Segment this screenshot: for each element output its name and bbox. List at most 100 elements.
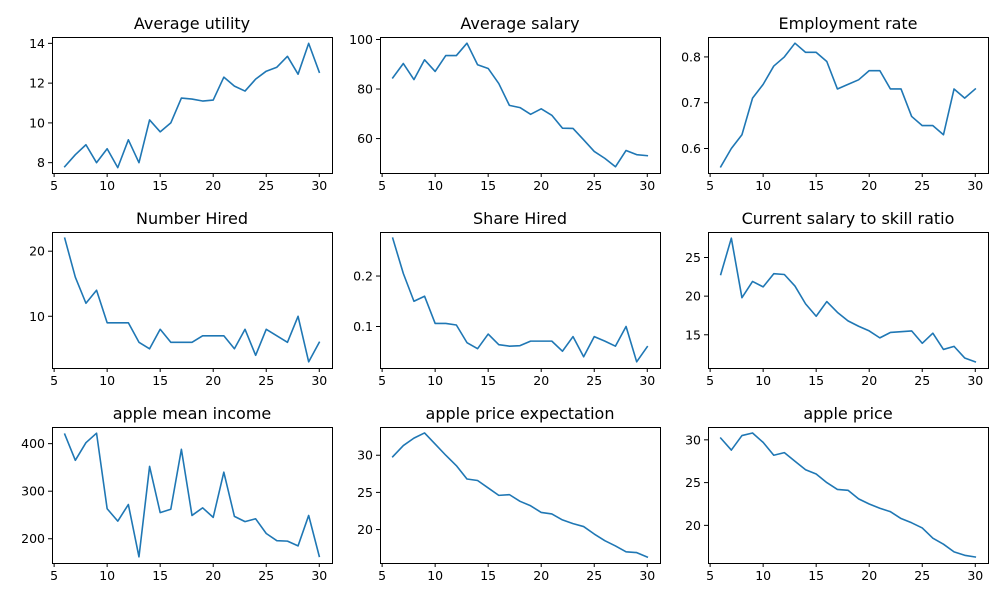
x-tick-label: 10 <box>99 178 115 193</box>
series-line <box>391 237 649 363</box>
y-tick-label: 0.7 <box>681 95 701 110</box>
x-tick-label: 25 <box>586 178 602 193</box>
subplot-title: Number Hired <box>136 209 248 228</box>
y-tick-label: 300 <box>21 484 45 499</box>
subplot-2: Average salary 5 10 15 20 25 30 60 80 100 <box>349 14 661 193</box>
x-tick-label: 5 <box>50 373 58 388</box>
axes-frame <box>708 232 989 369</box>
x-tick-label: 25 <box>258 373 274 388</box>
x-tick-label: 20 <box>205 178 221 193</box>
x-tick-label: 25 <box>914 568 930 583</box>
y-tick-label: 20 <box>685 289 701 304</box>
x-tick-label: 15 <box>808 373 824 388</box>
subplot-title: apple price expectation <box>426 404 615 423</box>
x-tick-label: 10 <box>755 568 771 583</box>
axes-frame <box>52 37 333 174</box>
y-tick-label: 25 <box>685 250 701 265</box>
x-tick-label: 10 <box>427 373 443 388</box>
subplot-1: Average utility 5 10 15 20 25 30 8 10 12 14 <box>29 14 333 193</box>
subplot-8: apple price expectation 5 10 15 20 25 30 20 25 30 <box>357 404 661 583</box>
y-tick-label: 15 <box>685 327 701 342</box>
y-tick-label: 0.6 <box>681 141 701 156</box>
x-tick-label: 30 <box>967 568 983 583</box>
series-line <box>719 432 977 558</box>
x-tick-label: 25 <box>914 373 930 388</box>
x-tick-label: 20 <box>205 373 221 388</box>
axes-frame <box>380 37 661 174</box>
x-tick-label: 15 <box>480 568 496 583</box>
subplot-4: Number Hired 5 10 15 20 25 30 10 20 <box>29 209 333 388</box>
x-tick-label: 25 <box>586 568 602 583</box>
subplot-9: apple price 5 10 15 20 25 30 20 25 30 <box>685 404 989 583</box>
y-tick-label: 25 <box>357 485 373 500</box>
y-tick-label: 20 <box>357 522 373 537</box>
x-tick-label: 20 <box>861 178 877 193</box>
x-tick-label: 10 <box>427 178 443 193</box>
y-tick-label: 0.8 <box>681 49 701 64</box>
series-line <box>391 42 649 168</box>
y-tick-label: 0.2 <box>353 269 373 284</box>
series-line <box>391 432 649 559</box>
x-tick-label: 5 <box>378 373 386 388</box>
x-tick-label: 25 <box>586 373 602 388</box>
x-tick-label: 30 <box>967 178 983 193</box>
axes-frame <box>708 427 989 564</box>
x-tick-label: 15 <box>808 568 824 583</box>
x-tick-label: 20 <box>533 568 549 583</box>
y-tick-label: 30 <box>685 432 701 447</box>
x-tick-label: 10 <box>427 568 443 583</box>
subplot-6: Current salary to skill ratio 5 10 15 20 25 30… <box>685 209 989 388</box>
x-tick-label: 15 <box>152 568 168 583</box>
x-tick-label: 5 <box>706 178 714 193</box>
x-tick-label: 15 <box>152 178 168 193</box>
x-tick-label: 30 <box>639 568 655 583</box>
x-tick-label: 25 <box>258 178 274 193</box>
x-tick-label: 25 <box>258 568 274 583</box>
axes-frame <box>52 232 333 369</box>
y-tick-label: 20 <box>29 244 45 259</box>
y-tick-label: 60 <box>357 131 373 146</box>
subplot-title: apple mean income <box>113 404 272 423</box>
axes-frame <box>52 427 333 564</box>
x-tick-label: 5 <box>378 178 386 193</box>
y-tick-label: 8 <box>37 155 45 170</box>
x-tick-label: 20 <box>861 568 877 583</box>
y-tick-label: 0.1 <box>353 319 373 334</box>
y-tick-label: 30 <box>357 448 373 463</box>
axes-frame <box>380 232 661 369</box>
x-tick-label: 30 <box>311 568 327 583</box>
x-tick-label: 15 <box>808 178 824 193</box>
x-tick-label: 20 <box>861 373 877 388</box>
x-tick-label: 30 <box>639 178 655 193</box>
x-tick-label: 20 <box>205 568 221 583</box>
y-tick-label: 20 <box>685 518 701 533</box>
y-tick-label: 400 <box>21 436 45 451</box>
x-tick-label: 15 <box>152 373 168 388</box>
x-tick-label: 15 <box>480 178 496 193</box>
y-tick-label: 25 <box>685 475 701 490</box>
y-tick-label: 200 <box>21 531 45 546</box>
subplot-title: Share Hired <box>473 209 567 228</box>
x-tick-label: 15 <box>480 373 496 388</box>
x-tick-label: 10 <box>755 373 771 388</box>
series-line <box>719 237 977 363</box>
subplot-title: apple price <box>803 404 892 423</box>
x-tick-label: 5 <box>706 568 714 583</box>
subplot-7: apple mean income 5 10 15 20 25 30 200 300 400 <box>21 404 333 583</box>
x-tick-label: 10 <box>99 568 115 583</box>
x-tick-label: 5 <box>706 373 714 388</box>
subplot-title: Average salary <box>460 14 579 33</box>
x-tick-label: 20 <box>533 178 549 193</box>
subplot-title: Average utility <box>134 14 250 33</box>
x-tick-label: 5 <box>378 568 386 583</box>
subplot-5: Share Hired 5 10 15 20 25 30 0.1 0.2 <box>353 209 661 388</box>
x-tick-label: 25 <box>914 178 930 193</box>
x-tick-label: 10 <box>755 178 771 193</box>
axes-frame <box>708 37 989 174</box>
x-tick-label: 30 <box>311 373 327 388</box>
y-tick-label: 10 <box>29 309 45 324</box>
subplot-title: Current salary to skill ratio <box>742 209 955 228</box>
x-tick-label: 5 <box>50 178 58 193</box>
